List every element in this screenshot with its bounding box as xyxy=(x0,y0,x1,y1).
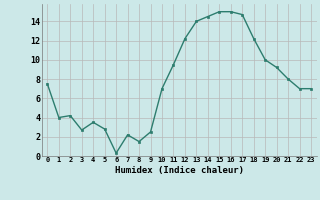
X-axis label: Humidex (Indice chaleur): Humidex (Indice chaleur) xyxy=(115,166,244,175)
